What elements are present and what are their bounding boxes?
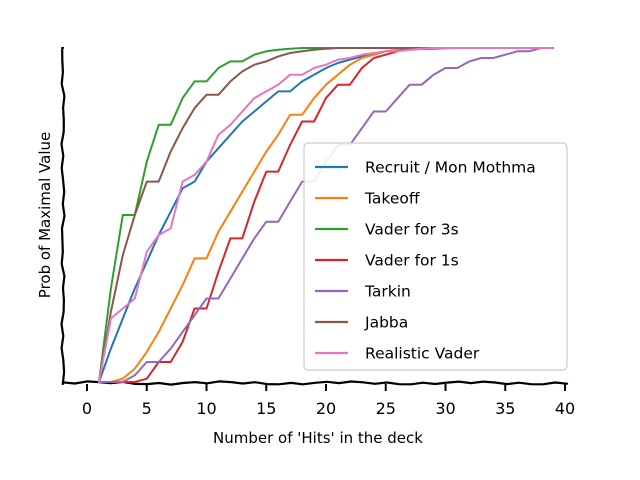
x-tick-label-15: 15 — [256, 399, 276, 418]
legend-label-3: Vader for 1s — [365, 252, 459, 270]
x-tick-label-20: 20 — [316, 399, 336, 418]
axes: 0 5 10 15 20 25 30 35 40 — [60, 46, 575, 418]
legend-label-2: Vader for 3s — [365, 221, 459, 239]
legend-box — [303, 142, 568, 371]
legend-label-1: Takeoff — [364, 190, 420, 208]
x-tick-label-5: 5 — [142, 399, 152, 418]
x-tick-label-30: 30 — [435, 399, 455, 418]
series-layer — [98, 47, 554, 383]
y-axis-spine — [60, 46, 66, 386]
x-tick-label-40: 40 — [555, 399, 575, 418]
legend-label-6: Realistic Vader — [365, 345, 480, 363]
x-axis-spine — [61, 380, 569, 386]
x-tick-label-10: 10 — [196, 399, 216, 418]
legend-label-5: Jabba — [364, 314, 408, 332]
x-tick-label-25: 25 — [376, 399, 396, 418]
y-axis-label: Prob of Maximal Value — [36, 132, 54, 298]
legend: Recruit / Mon Mothma Takeoff Vader for 3s V… — [303, 142, 568, 371]
x-tick-label-0: 0 — [82, 399, 92, 418]
x-tick-label-35: 35 — [495, 399, 515, 418]
x-axis-label: Number of 'Hits' in the deck — [213, 429, 423, 447]
legend-label-4: Tarkin — [364, 283, 411, 301]
legend-label-0: Recruit / Mon Mothma — [365, 159, 536, 177]
series-line-6 — [98, 47, 554, 383]
